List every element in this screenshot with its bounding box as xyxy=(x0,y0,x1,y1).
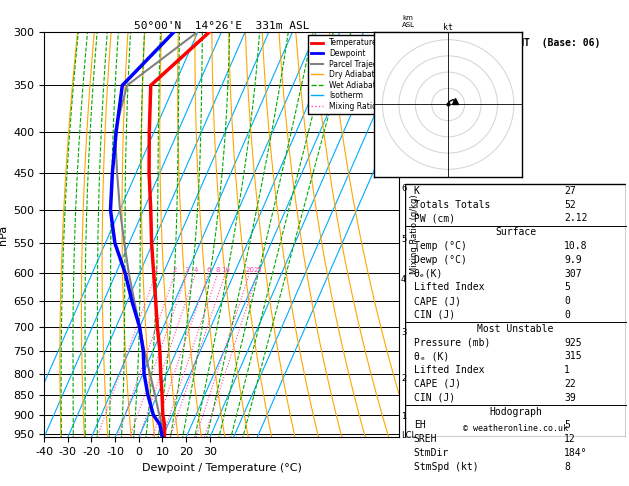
Y-axis label: hPa: hPa xyxy=(0,225,8,244)
Text: Temp (°C): Temp (°C) xyxy=(414,241,467,251)
Text: SREH: SREH xyxy=(414,434,437,444)
Text: K: K xyxy=(414,186,420,196)
Text: 6: 6 xyxy=(206,267,211,274)
Text: 27: 27 xyxy=(564,186,576,196)
Text: 8: 8 xyxy=(564,462,570,472)
Title: kt: kt xyxy=(443,22,453,32)
Text: 1: 1 xyxy=(564,365,570,375)
Text: PW (cm): PW (cm) xyxy=(414,213,455,224)
Text: 315: 315 xyxy=(564,351,582,362)
Text: 0: 0 xyxy=(564,310,570,320)
Text: km
ASL: km ASL xyxy=(402,15,415,28)
Text: 52: 52 xyxy=(564,200,576,209)
Text: EH: EH xyxy=(414,420,426,431)
Text: 39: 39 xyxy=(564,393,576,403)
Text: StmSpd (kt): StmSpd (kt) xyxy=(414,462,479,472)
Text: θₑ (K): θₑ (K) xyxy=(414,351,449,362)
Text: 1: 1 xyxy=(401,412,406,421)
Text: © weatheronline.co.uk: © weatheronline.co.uk xyxy=(463,424,568,434)
Text: 10.8: 10.8 xyxy=(564,241,587,251)
Text: Lifted Index: Lifted Index xyxy=(414,365,484,375)
Text: 8: 8 xyxy=(401,81,406,90)
Bar xyxy=(405,184,626,437)
Text: 7: 7 xyxy=(401,136,406,145)
Text: 2.12: 2.12 xyxy=(564,213,587,224)
Text: Surface: Surface xyxy=(495,227,536,237)
Text: 5: 5 xyxy=(401,235,406,244)
Text: StmDir: StmDir xyxy=(414,448,449,458)
Text: 2: 2 xyxy=(173,267,177,274)
Text: 9.9: 9.9 xyxy=(564,255,582,265)
Text: 184°: 184° xyxy=(564,448,587,458)
Text: Dewp (°C): Dewp (°C) xyxy=(414,255,467,265)
Text: Hodograph: Hodograph xyxy=(489,407,542,417)
Text: Pressure (mb): Pressure (mb) xyxy=(414,338,490,347)
Title: 50°00'N  14°26'E  331m ASL: 50°00'N 14°26'E 331m ASL xyxy=(134,21,309,31)
Text: 3: 3 xyxy=(185,267,189,274)
Text: 20: 20 xyxy=(245,267,254,274)
Legend: Temperature, Dewpoint, Parcel Trajectory, Dry Adiabat, Wet Adiabat, Isotherm, Mi: Temperature, Dewpoint, Parcel Trajectory… xyxy=(308,35,396,114)
Text: 25.05.2024  06GMT  (Base: 06): 25.05.2024 06GMT (Base: 06) xyxy=(430,38,601,48)
Text: CAPE (J): CAPE (J) xyxy=(414,379,461,389)
Text: LCL: LCL xyxy=(401,431,416,440)
Text: CIN (J): CIN (J) xyxy=(414,310,455,320)
Text: 0: 0 xyxy=(564,296,570,306)
Text: 5: 5 xyxy=(564,282,570,293)
Text: 1: 1 xyxy=(153,267,158,274)
Text: CAPE (J): CAPE (J) xyxy=(414,296,461,306)
Text: 307: 307 xyxy=(564,269,582,278)
Text: Lifted Index: Lifted Index xyxy=(414,282,484,293)
Text: CIN (J): CIN (J) xyxy=(414,393,455,403)
Text: Totals Totals: Totals Totals xyxy=(414,200,490,209)
Text: 8: 8 xyxy=(216,267,220,274)
Text: 2: 2 xyxy=(401,374,406,382)
Text: θₑ(K): θₑ(K) xyxy=(414,269,443,278)
Text: 22: 22 xyxy=(564,379,576,389)
X-axis label: Dewpoint / Temperature (°C): Dewpoint / Temperature (°C) xyxy=(142,463,301,473)
Text: 5: 5 xyxy=(564,420,570,431)
Text: 10: 10 xyxy=(221,267,230,274)
Text: 4: 4 xyxy=(194,267,198,274)
Text: Mixing Ratio (g/kg): Mixing Ratio (g/kg) xyxy=(410,195,419,274)
Text: 925: 925 xyxy=(564,338,582,347)
Text: 25: 25 xyxy=(253,267,262,274)
Text: 4: 4 xyxy=(401,275,406,284)
Text: 3: 3 xyxy=(401,328,406,337)
Text: 12: 12 xyxy=(564,434,576,444)
Text: Most Unstable: Most Unstable xyxy=(477,324,554,334)
Text: 6: 6 xyxy=(401,184,406,193)
